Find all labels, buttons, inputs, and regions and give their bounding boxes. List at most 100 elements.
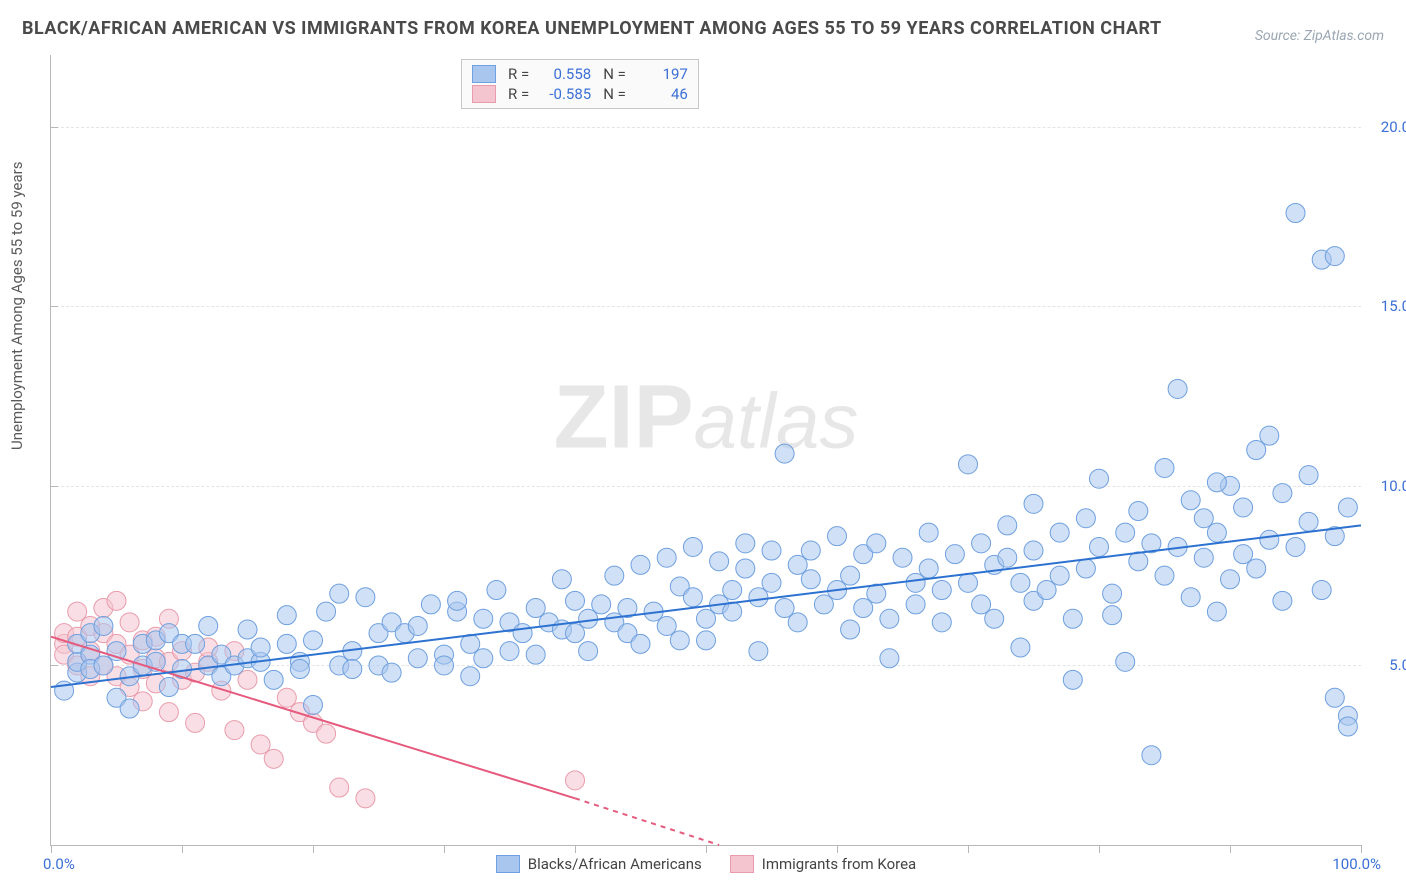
data-point bbox=[186, 713, 205, 732]
data-point bbox=[749, 588, 768, 607]
x-tick bbox=[575, 845, 576, 853]
data-point bbox=[657, 548, 676, 567]
data-point bbox=[1273, 591, 1292, 610]
data-point bbox=[304, 631, 323, 650]
data-point bbox=[906, 595, 925, 614]
y-tick-label: 5.0% bbox=[1389, 656, 1406, 674]
data-point bbox=[330, 584, 349, 603]
legend-label-blue: Blacks/African Americans bbox=[528, 855, 702, 873]
data-point bbox=[932, 581, 951, 600]
data-point bbox=[1076, 509, 1095, 528]
series-legend: Blacks/African Americans Immigrants from… bbox=[51, 855, 1361, 873]
swatch-pink bbox=[472, 85, 496, 103]
data-point bbox=[1221, 570, 1240, 589]
data-point bbox=[1312, 581, 1331, 600]
data-point bbox=[356, 588, 375, 607]
data-point bbox=[1260, 530, 1279, 549]
label-r: R = bbox=[508, 65, 529, 83]
data-point bbox=[959, 573, 978, 592]
data-point bbox=[1168, 379, 1187, 398]
data-point bbox=[1024, 494, 1043, 513]
data-point bbox=[1116, 523, 1135, 542]
data-point bbox=[1338, 498, 1357, 517]
data-point bbox=[788, 613, 807, 632]
x-tick bbox=[968, 845, 969, 853]
data-point bbox=[317, 724, 336, 743]
data-point bbox=[972, 595, 991, 614]
value-n-pink: 46 bbox=[638, 85, 688, 103]
x-tick bbox=[837, 845, 838, 853]
data-svg-layer bbox=[51, 55, 1361, 845]
data-point bbox=[199, 616, 218, 635]
data-point bbox=[238, 670, 257, 689]
data-point bbox=[330, 778, 349, 797]
x-tick bbox=[1099, 845, 1100, 853]
data-point bbox=[526, 599, 545, 618]
data-point bbox=[579, 609, 598, 628]
data-point bbox=[474, 649, 493, 668]
data-point bbox=[631, 555, 650, 574]
data-point bbox=[448, 591, 467, 610]
data-point bbox=[107, 591, 126, 610]
legend-item-blue: Blacks/African Americans bbox=[496, 855, 702, 873]
data-point bbox=[1050, 523, 1069, 542]
x-tick bbox=[706, 845, 707, 853]
data-point bbox=[893, 548, 912, 567]
data-point bbox=[697, 631, 716, 650]
data-point bbox=[880, 609, 899, 628]
data-point bbox=[985, 609, 1004, 628]
data-point bbox=[277, 606, 296, 625]
data-point bbox=[1234, 498, 1253, 517]
data-point bbox=[762, 573, 781, 592]
data-point bbox=[225, 721, 244, 740]
data-point bbox=[408, 649, 427, 668]
data-point bbox=[356, 789, 375, 808]
data-point bbox=[461, 634, 480, 653]
legend-label-pink: Immigrants from Korea bbox=[762, 855, 916, 873]
trend-line bbox=[51, 525, 1361, 687]
stats-legend: R = 0.558 N = 197 R = -0.585 N = 46 bbox=[461, 59, 699, 109]
data-point bbox=[775, 599, 794, 618]
data-point bbox=[1076, 559, 1095, 578]
data-point bbox=[1325, 247, 1344, 266]
stats-row-pink: R = -0.585 N = 46 bbox=[472, 84, 688, 104]
x-tick bbox=[182, 845, 183, 853]
data-point bbox=[1142, 746, 1161, 765]
data-point bbox=[264, 670, 283, 689]
x-tick bbox=[313, 845, 314, 853]
data-point bbox=[1116, 652, 1135, 671]
chart-title: BLACK/AFRICAN AMERICAN VS IMMIGRANTS FRO… bbox=[22, 18, 1162, 39]
value-r-blue: 0.558 bbox=[541, 65, 591, 83]
data-point bbox=[775, 444, 794, 463]
data-point bbox=[277, 688, 296, 707]
data-point bbox=[1155, 458, 1174, 477]
data-point bbox=[277, 634, 296, 653]
data-point bbox=[762, 541, 781, 560]
data-point bbox=[120, 699, 139, 718]
data-point bbox=[814, 595, 833, 614]
data-point bbox=[723, 581, 742, 600]
data-point bbox=[749, 642, 768, 661]
data-point bbox=[1260, 426, 1279, 445]
data-point bbox=[657, 616, 676, 635]
data-point bbox=[68, 602, 87, 621]
x-tick bbox=[51, 845, 52, 853]
data-point bbox=[317, 602, 336, 621]
data-point bbox=[487, 581, 506, 600]
data-point bbox=[841, 620, 860, 639]
data-point bbox=[566, 771, 585, 790]
data-point bbox=[919, 523, 938, 542]
data-point bbox=[828, 527, 847, 546]
data-point bbox=[1299, 466, 1318, 485]
data-point bbox=[932, 613, 951, 632]
data-point bbox=[1063, 609, 1082, 628]
data-point bbox=[1090, 537, 1109, 556]
data-point bbox=[998, 516, 1017, 535]
data-point bbox=[579, 642, 598, 661]
data-point bbox=[1155, 566, 1174, 585]
data-point bbox=[1286, 204, 1305, 223]
data-point bbox=[1194, 509, 1213, 528]
data-point bbox=[1181, 491, 1200, 510]
value-r-pink: -0.585 bbox=[541, 85, 591, 103]
data-point bbox=[552, 570, 571, 589]
